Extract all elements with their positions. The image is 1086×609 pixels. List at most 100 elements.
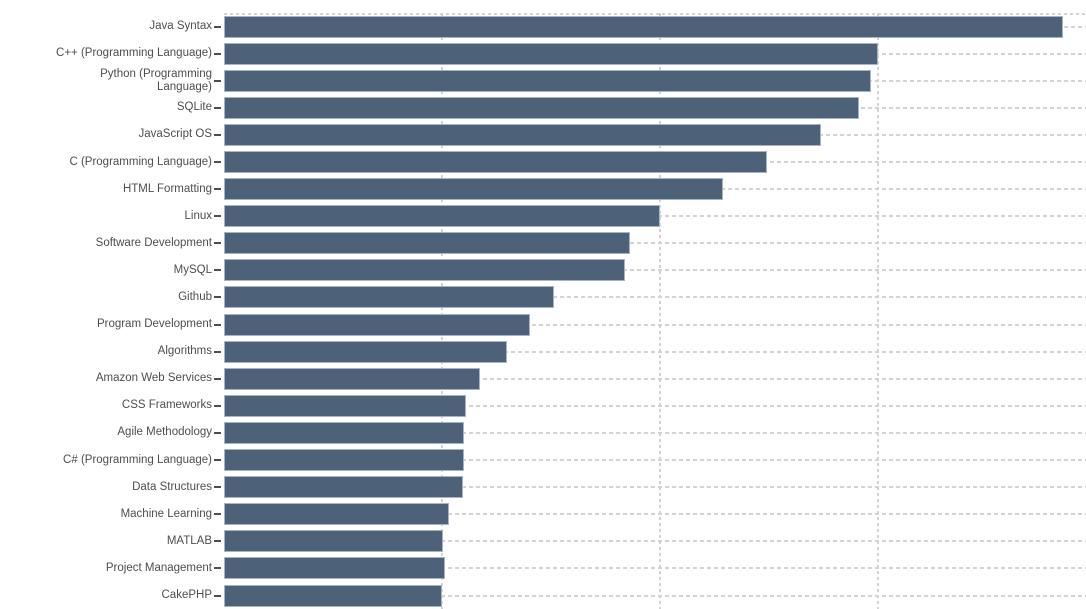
y-axis-label: Algorithms [157, 345, 212, 358]
bar[interactable] [224, 259, 625, 282]
bar-area [224, 474, 1086, 501]
chart-row: Amazon Web Services [0, 365, 1086, 392]
y-axis-label: Agile Methodology [117, 426, 212, 439]
bar-area [224, 67, 1086, 94]
y-gridline [224, 350, 1086, 353]
chart-row: Project Management [0, 555, 1086, 582]
bar-area [224, 528, 1086, 555]
y-axis-tick [214, 106, 221, 109]
bar[interactable] [224, 232, 630, 255]
bar-area [224, 311, 1086, 338]
y-axis-tick [214, 540, 221, 543]
y-axis-tick [214, 513, 221, 516]
chart-row: JavaScript OS [0, 121, 1086, 148]
y-axis-tick [214, 404, 221, 407]
y-axis-label: Amazon Web Services [95, 372, 212, 385]
bar[interactable] [224, 313, 530, 336]
y-axis-tick [214, 133, 221, 136]
y-gridline [224, 486, 1086, 489]
y-axis-label: Program Development [96, 318, 212, 331]
chart-row: Algorithms [0, 338, 1086, 365]
bar-area [224, 121, 1086, 148]
bar[interactable] [224, 286, 554, 309]
y-axis-tick [214, 161, 221, 164]
y-axis-label: MySQL [173, 263, 212, 276]
y-axis-tick [214, 323, 221, 326]
y-axis-label: Software Development [95, 236, 212, 249]
bar-area [224, 230, 1086, 257]
bar-area [224, 284, 1086, 311]
bar[interactable] [224, 205, 661, 228]
y-gridline [224, 377, 1086, 380]
chart-rows: Java Syntax C++ (Programming Language) P… [0, 13, 1086, 609]
chart-row: Machine Learning [0, 501, 1086, 528]
chart-row: CakePHP [0, 582, 1086, 609]
y-axis-tick [214, 486, 221, 489]
bar[interactable] [224, 530, 444, 553]
bar-area [224, 148, 1086, 175]
bar-area [224, 13, 1086, 40]
y-axis-label: C (Programming Language) [69, 155, 212, 168]
y-gridline [224, 242, 1086, 245]
y-axis-label: CSS Frameworks [121, 399, 212, 412]
bar[interactable] [224, 69, 872, 92]
bar-area [224, 582, 1086, 609]
bar-area [224, 94, 1086, 121]
y-gridline [224, 513, 1086, 516]
y-gridline [224, 459, 1086, 462]
bar[interactable] [224, 123, 821, 146]
x-gridlines [224, 13, 1086, 609]
bar[interactable] [224, 503, 449, 526]
bar[interactable] [224, 178, 724, 201]
y-axis-tick [214, 296, 221, 299]
y-axis-label: MATLAB [166, 534, 212, 547]
y-axis-tick [214, 215, 221, 218]
y-gridline [224, 594, 1086, 597]
chart-row: MySQL [0, 257, 1086, 284]
x-gridline [441, 13, 444, 609]
bar[interactable] [224, 367, 480, 390]
bar[interactable] [224, 449, 464, 472]
chart-row: Java Syntax [0, 13, 1086, 40]
y-axis-tick [214, 567, 221, 570]
y-axis-label: Data Structures [132, 480, 212, 493]
bar[interactable] [224, 476, 463, 499]
bar-area [224, 365, 1086, 392]
bar[interactable] [224, 421, 464, 444]
y-gridline [224, 296, 1086, 299]
bar[interactable] [224, 584, 443, 607]
chart-row: C# (Programming Language) [0, 447, 1086, 474]
bar[interactable] [224, 394, 466, 417]
bar[interactable] [224, 557, 445, 580]
bar-area [224, 257, 1086, 284]
chart-row: C++ (Programming Language) [0, 40, 1086, 67]
chart-row: Program Development [0, 311, 1086, 338]
bar[interactable] [224, 42, 879, 65]
bar[interactable] [224, 151, 767, 174]
y-axis-label: Linux [184, 209, 213, 222]
chart-row: Data Structures [0, 474, 1086, 501]
bar[interactable] [224, 15, 1064, 38]
bar-area [224, 176, 1086, 203]
x-gridline [877, 13, 880, 609]
y-axis-label: Project Management [105, 561, 212, 574]
y-gridline [224, 540, 1086, 543]
bar[interactable] [224, 340, 507, 363]
y-axis-tick [214, 459, 221, 462]
y-axis-label: Github [178, 290, 212, 303]
y-axis-label: Java Syntax [149, 20, 212, 33]
y-gridline [224, 431, 1086, 434]
y-axis-label: JavaScript OS [138, 128, 213, 141]
bar-area [224, 40, 1086, 67]
y-axis-tick [214, 431, 221, 434]
chart-row: Software Development [0, 230, 1086, 257]
y-axis-label: C++ (Programming Language) [56, 47, 212, 60]
chart-row: Python (Programming Language) [0, 67, 1086, 94]
bar[interactable] [224, 96, 860, 119]
y-axis-label: Machine Learning [120, 507, 212, 520]
bar-area [224, 501, 1086, 528]
y-gridline [224, 323, 1086, 326]
y-axis-tick [214, 377, 221, 380]
y-axis-tick [214, 594, 221, 597]
bar-area [224, 555, 1086, 582]
